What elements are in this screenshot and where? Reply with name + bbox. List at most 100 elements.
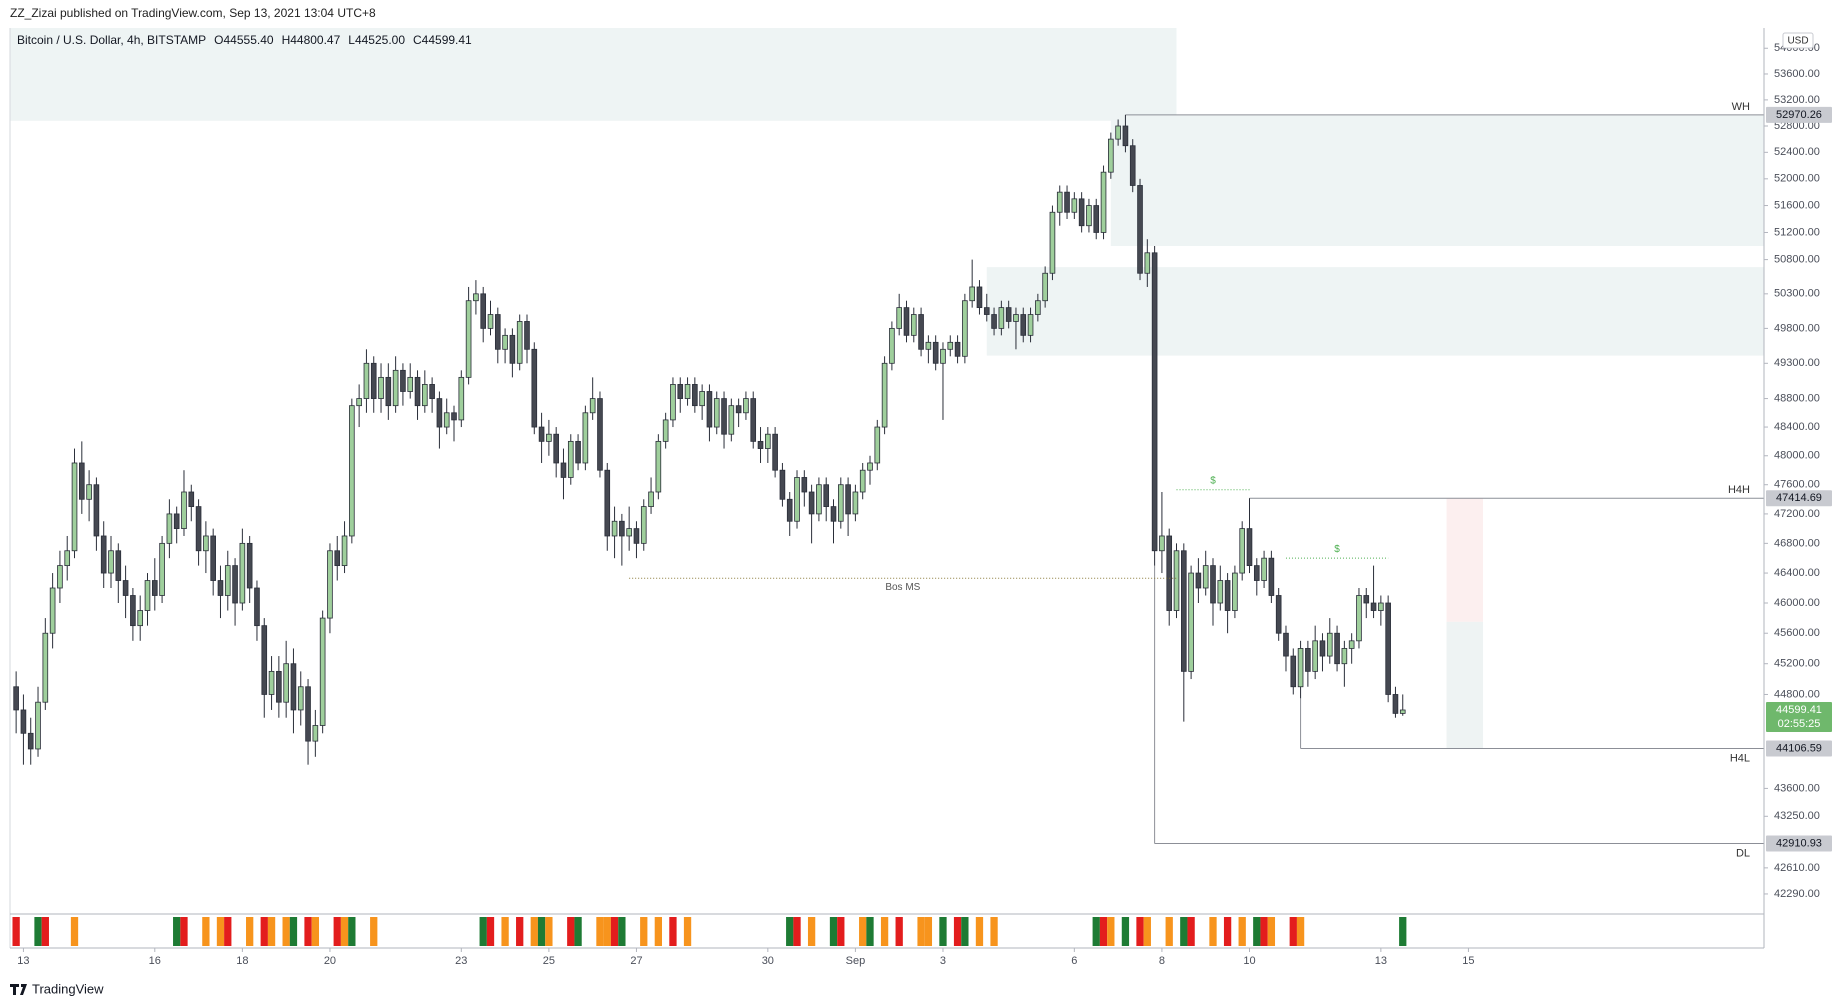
y-tick-label: 44800.00: [1774, 688, 1820, 700]
signal-block: [34, 917, 42, 946]
candle-body: [983, 307, 990, 315]
candle-body: [845, 484, 851, 515]
candle-body: [699, 391, 705, 407]
level-price-label: 42910.93: [1776, 837, 1822, 849]
zone: [1110, 114, 1764, 247]
signal-block: [267, 917, 276, 946]
y-tick-label: 42290.00: [1774, 888, 1820, 900]
candle-body: [670, 384, 676, 421]
candle-body: [1290, 655, 1297, 688]
x-tick-label: 8: [1159, 955, 1165, 967]
candle-body: [1392, 694, 1399, 714]
candle-body: [195, 506, 202, 552]
signal-block: [917, 917, 925, 946]
candle-body: [130, 595, 136, 627]
zone: [1446, 498, 1484, 622]
candle-body: [531, 348, 538, 428]
level-label: H4H: [1728, 484, 1750, 496]
signal-block: [370, 917, 378, 946]
footer-logo: TradingView: [10, 981, 104, 996]
candle-body: [239, 542, 246, 604]
signal-block: [895, 917, 903, 946]
currency-label: USD: [1787, 36, 1808, 47]
signal-block: [289, 917, 298, 946]
candle-body: [465, 300, 472, 378]
candle-body: [1035, 300, 1041, 315]
candle-body: [1166, 535, 1173, 611]
y-tick-label: 48400.00: [1774, 421, 1820, 433]
candle-body: [319, 617, 326, 726]
x-tick-label: 3: [940, 955, 946, 967]
signal-block: [70, 917, 79, 946]
candle-body: [743, 398, 749, 414]
candle-body: [1217, 580, 1224, 604]
signal-block: [537, 917, 546, 946]
candle-body: [1056, 191, 1063, 213]
signal-block: [574, 917, 582, 946]
signal-block: [975, 917, 984, 946]
candle-body: [254, 587, 260, 627]
x-tick-label: Sep: [846, 955, 866, 967]
signal-block: [202, 917, 210, 946]
signal-block: [12, 917, 20, 946]
x-tick-label: 13: [17, 955, 29, 967]
signal-block: [924, 917, 933, 946]
time-axis: 13 16 18 20 23 25 27 30 Sep 3 6 8 10 13 15: [17, 948, 1475, 967]
x-tick-label: 25: [543, 955, 555, 967]
candle-body: [648, 491, 654, 507]
signal-block: [1238, 917, 1246, 946]
candle-body: [86, 484, 92, 500]
signal-block: [1187, 917, 1195, 946]
candle-body: [713, 398, 720, 428]
candle-body: [1181, 550, 1187, 672]
candle-body: [677, 384, 684, 399]
candle-body: [290, 663, 297, 711]
candle-body: [268, 670, 275, 695]
candle-body: [954, 341, 961, 357]
candle-body: [1363, 595, 1370, 604]
candle-body: [64, 550, 71, 567]
candle-body: [27, 732, 34, 750]
candle-body: [1283, 632, 1289, 657]
candle-body: [217, 580, 224, 596]
signal-block: [837, 917, 845, 946]
candle-body: [560, 462, 567, 478]
level-price-box: [1766, 835, 1832, 852]
signal-block: [304, 917, 312, 946]
currency-badge[interactable]: [1782, 32, 1814, 49]
candle-body: [962, 300, 968, 357]
level-price-box: [1766, 740, 1832, 757]
candle-body: [619, 520, 625, 537]
x-tick-label: 23: [455, 955, 467, 967]
y-tick-label: 42610.00: [1774, 862, 1820, 874]
y-tick-label: 46400.00: [1774, 567, 1820, 579]
signal-block: [610, 917, 619, 946]
candle-body: [991, 314, 997, 329]
signal-block: [683, 917, 692, 946]
signal-block: [567, 917, 575, 946]
candle-body: [137, 610, 144, 627]
signal-block: [786, 917, 794, 946]
candle-body: [735, 405, 742, 414]
signal-block: [1260, 917, 1268, 946]
candle-body: [881, 362, 888, 428]
candle-body: [341, 535, 348, 567]
y-tick-label: 46000.00: [1774, 597, 1820, 609]
candle-body: [1042, 272, 1048, 302]
symbol-legend: Bitcoin / U.S. Dollar, 4h, BITSTAMP O445…: [17, 33, 472, 47]
symbol-title: Bitcoin / U.S. Dollar, 4h, BITSTAMP: [17, 33, 206, 47]
candle-body: [502, 334, 508, 350]
signal-block: [866, 917, 874, 946]
candle-body: [1232, 572, 1238, 611]
level-label: WH: [1732, 101, 1750, 113]
candle-body: [144, 580, 151, 611]
signal-block: [939, 917, 947, 946]
candle-body: [327, 550, 333, 619]
candle-body: [436, 398, 443, 428]
y-tick-label: 45600.00: [1774, 627, 1820, 639]
candle-body: [706, 391, 713, 428]
x-tick-label: 13: [1375, 955, 1387, 967]
candle-body: [582, 412, 589, 464]
candle-body: [589, 398, 596, 414]
candle-body: [473, 293, 479, 302]
